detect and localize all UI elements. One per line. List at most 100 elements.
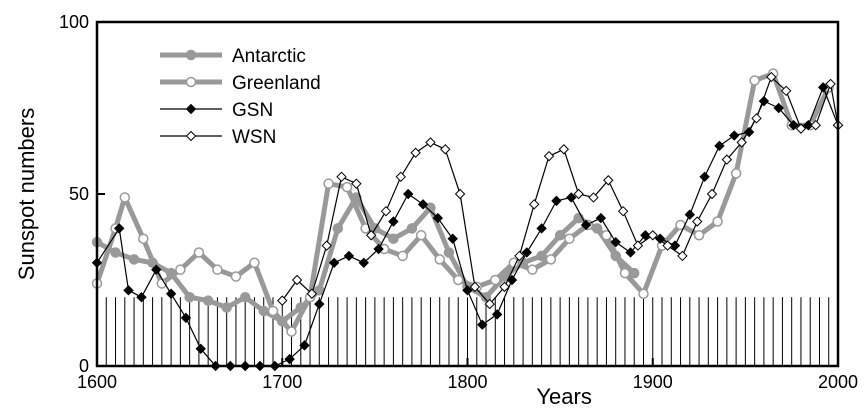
data-point [258,305,269,317]
data-point [551,195,562,207]
series-line [94,71,831,335]
data-point [185,103,197,115]
data-point [434,254,445,265]
data-point [692,216,703,227]
data-point [358,257,369,269]
data-point [490,274,501,286]
data-point [128,254,140,265]
data-point [610,236,621,248]
data-point [795,123,807,134]
x-tick-label: 2000 [818,372,858,392]
data-point [566,192,577,203]
data-point [195,343,206,355]
data-point [373,243,384,255]
data-point [432,212,444,224]
data-point [499,281,510,293]
data-point [454,188,466,200]
data-point [491,309,503,320]
data-point [714,140,725,152]
y-tick-label: 100 [59,12,89,32]
data-point [527,264,538,275]
data-point [267,305,279,317]
data-point [817,82,829,93]
legend-item: Antarctic [160,46,306,67]
x-tick-label: 1900 [633,372,673,392]
data-point [699,171,710,183]
data-point [336,171,347,183]
data-point [291,274,303,286]
data-point [410,147,421,158]
y-axis-label: Sunspot numbers [14,108,39,280]
data-point [684,209,696,220]
data-point [185,76,197,88]
data-point [564,233,575,244]
data-point [443,247,455,258]
data-point [721,154,733,165]
data-point [123,285,134,296]
x-tick-label: 1700 [262,372,302,392]
data-point [477,319,488,330]
data-point [119,192,131,203]
data-point [306,288,318,299]
series-group [91,68,844,372]
data-point [536,223,547,234]
data-point [677,250,688,262]
data-point [749,75,760,86]
data-point [619,267,631,279]
data-point [184,291,195,303]
data-point [175,264,186,275]
data-point [554,230,566,241]
data-point [736,137,747,148]
data-point [730,168,742,179]
data-point [138,233,149,244]
data-point [221,302,232,313]
data-point [440,144,451,155]
data-point [425,137,436,148]
data-point [151,264,162,275]
data-point [514,250,525,262]
series-gsn [91,82,844,372]
data-point [110,247,121,258]
data-point [810,119,821,131]
data-point [180,312,192,324]
x-tick-label: 1600 [77,372,117,392]
data-point [212,264,223,275]
data-point [773,102,784,114]
data-point [299,340,310,351]
data-point [417,199,429,210]
data-point [351,178,362,189]
data-point [788,119,799,131]
data-point [185,130,197,142]
data-point [452,274,464,286]
legend-label: Antarctic [232,46,306,67]
data-point [536,250,547,262]
y-tick-label: 0 [79,356,89,376]
data-point [462,285,473,296]
data-point [284,353,295,365]
data-point [588,192,599,203]
data-point [323,178,334,189]
data-point [706,188,718,200]
data-point [469,281,481,293]
data-point [766,71,777,83]
data-point [388,233,399,244]
data-point [545,254,557,265]
data-point [521,247,532,258]
data-point [397,250,408,262]
data-point [729,130,740,141]
data-point [780,85,792,97]
x-axis-label: Years [536,384,591,408]
data-point [380,205,392,217]
data-point [114,223,125,234]
data-point [321,240,332,251]
data-point [343,250,355,262]
data-point [403,188,414,200]
legend-label: GSN [232,100,273,121]
legend-item: WSN [160,127,276,148]
data-point [662,240,673,251]
data-point [647,230,658,241]
data-point [638,288,649,300]
data-point [185,49,197,61]
data-point [751,113,762,124]
